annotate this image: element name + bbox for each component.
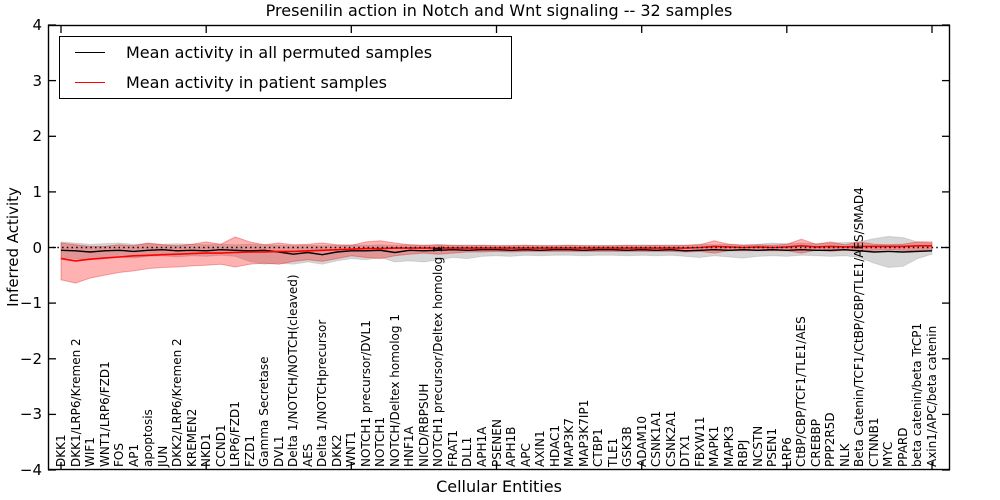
x-tick-label: DKK2	[329, 434, 344, 467]
x-tick-label: JUN	[155, 445, 170, 467]
x-tick-label: MAP3K7	[562, 418, 577, 467]
y-tick-label: 3	[32, 71, 42, 90]
x-tick-label: NOTCH1	[373, 416, 388, 467]
confidence-band-1	[60, 236, 933, 284]
x-tick-label: NLK	[837, 443, 852, 467]
x-tick-label: MAP3K7IP1	[576, 399, 591, 467]
x-tick-label: AXIN1	[533, 430, 548, 467]
x-tick-label: Axin1/APC/beta catenin	[925, 325, 939, 467]
x-tick-label: FOS	[112, 443, 127, 467]
x-tick-label: ADAM10	[634, 415, 649, 467]
x-tick-label: PSENEN	[489, 419, 504, 467]
x-tick-label: NOTCH1 precursor/Deltex homolog 1	[431, 245, 446, 467]
x-tick-label: DVL1	[271, 435, 286, 467]
y-tick-label: 0	[32, 238, 42, 257]
y-tick-label: −1	[19, 294, 42, 313]
x-tick-label: WNT1/LRP6/FZD1	[97, 361, 112, 467]
x-axis-label: Cellular Entities	[436, 477, 562, 496]
x-tick-label: DKK1/LRP6/Kremen 2	[68, 338, 83, 467]
x-tick-label: HNF1A	[402, 426, 417, 467]
y-tick-label: 1	[32, 182, 42, 201]
x-tick-label: CREBBP	[808, 419, 823, 467]
legend-item-permuted: Mean activity in all permuted samples	[60, 39, 511, 67]
x-tick-label: CtBP/CBP/TCF1/TLE1/AES	[794, 316, 809, 467]
legend-item-patient: Mean activity in patient samples	[60, 68, 511, 96]
y-tick-label: 4	[32, 16, 42, 34]
legend-label-patient: Mean activity in patient samples	[126, 72, 387, 92]
x-tick-label: NCSTN	[750, 425, 765, 467]
x-tick-label: PSEN1	[765, 427, 780, 467]
x-tick-label: APH1B	[504, 426, 519, 467]
y-tick-label: −4	[19, 461, 42, 479]
x-tick-label: TLE1	[605, 437, 620, 467]
x-tick-label: CSNK2A1	[663, 410, 678, 467]
x-tick-label: AES	[300, 443, 315, 467]
x-tick-label: RBPJ	[736, 439, 751, 467]
confidence-band-0	[60, 235, 933, 269]
x-tick-label: NOTCH/Deltex homolog 1	[387, 314, 402, 467]
x-tick-label: KREMEN2	[184, 408, 199, 467]
x-tick-label: CSNK1A1	[649, 410, 664, 467]
x-tick-label: WNT1	[344, 431, 359, 467]
x-tick-label: AP1	[126, 443, 141, 467]
x-tick-label: Gamma Secretase	[257, 356, 272, 467]
y-tick-label: 2	[32, 127, 42, 146]
x-tick-label: Delta 1/NOTCHprecursor	[315, 319, 330, 467]
x-tick-label: Delta 1/NOTCH/NOTCH(cleaved)	[286, 274, 301, 467]
x-tick-label: FRAT1	[445, 430, 460, 467]
x-tick-label: CCND1	[213, 424, 228, 467]
x-tick-label: DLL1	[460, 436, 475, 467]
legend-line-sample-black	[75, 52, 105, 54]
x-tick-label: WIF1	[83, 437, 98, 467]
x-tick-label: DTX1	[678, 434, 693, 467]
legend: Mean activity in all permuted samples Me…	[59, 36, 512, 99]
y-tick-label: −3	[19, 405, 42, 424]
x-tick-label: MAPK3	[721, 425, 736, 467]
x-tick-label: CTNNB1	[866, 417, 881, 467]
x-tick-label: FZD1	[242, 435, 257, 467]
x-tick-label: GSK3B	[620, 426, 635, 467]
x-tick-label: MYC	[881, 441, 896, 467]
x-tick-label: apoptosis	[141, 409, 156, 467]
x-tick-label: CTBP1	[591, 428, 606, 467]
x-tick-label: NOTCH1 precursor/DVL1	[358, 320, 373, 467]
series-line-0	[60, 248, 933, 256]
x-tick-label: PPARD	[895, 427, 910, 468]
x-tick-label: LRP6/FZD1	[228, 401, 243, 467]
legend-line-sample-red	[75, 81, 105, 83]
x-tick-label: APC	[518, 443, 533, 467]
x-tick-label: APH1A	[474, 426, 489, 467]
x-tick-label: LRP6	[779, 437, 794, 467]
x-tick-label: DKK1	[54, 434, 68, 467]
x-tick-label: NICD/RBPSUH	[416, 383, 431, 467]
x-tick-label: beta catenin/beta TrCP1	[910, 322, 925, 467]
x-tick-label: DKK2/LRP6/Kremen 2	[170, 338, 185, 467]
chart-title: Presenilin action in Notch and Wnt signa…	[265, 1, 733, 20]
x-tick-label: MAPK1	[707, 425, 722, 467]
x-tick-label: NKD1	[199, 433, 214, 467]
y-tick-label: −2	[19, 349, 42, 368]
x-tick-label: HDAC1	[547, 424, 562, 467]
legend-label-permuted: Mean activity in all permuted samples	[126, 43, 433, 63]
x-tick-label: PPP2R5D	[823, 412, 838, 467]
x-tick-label: FBXW11	[692, 416, 707, 468]
x-tick-label: Beta Catenin/TCF1/CtBP/CBP/TLE1/AES/SMAD…	[852, 187, 867, 467]
